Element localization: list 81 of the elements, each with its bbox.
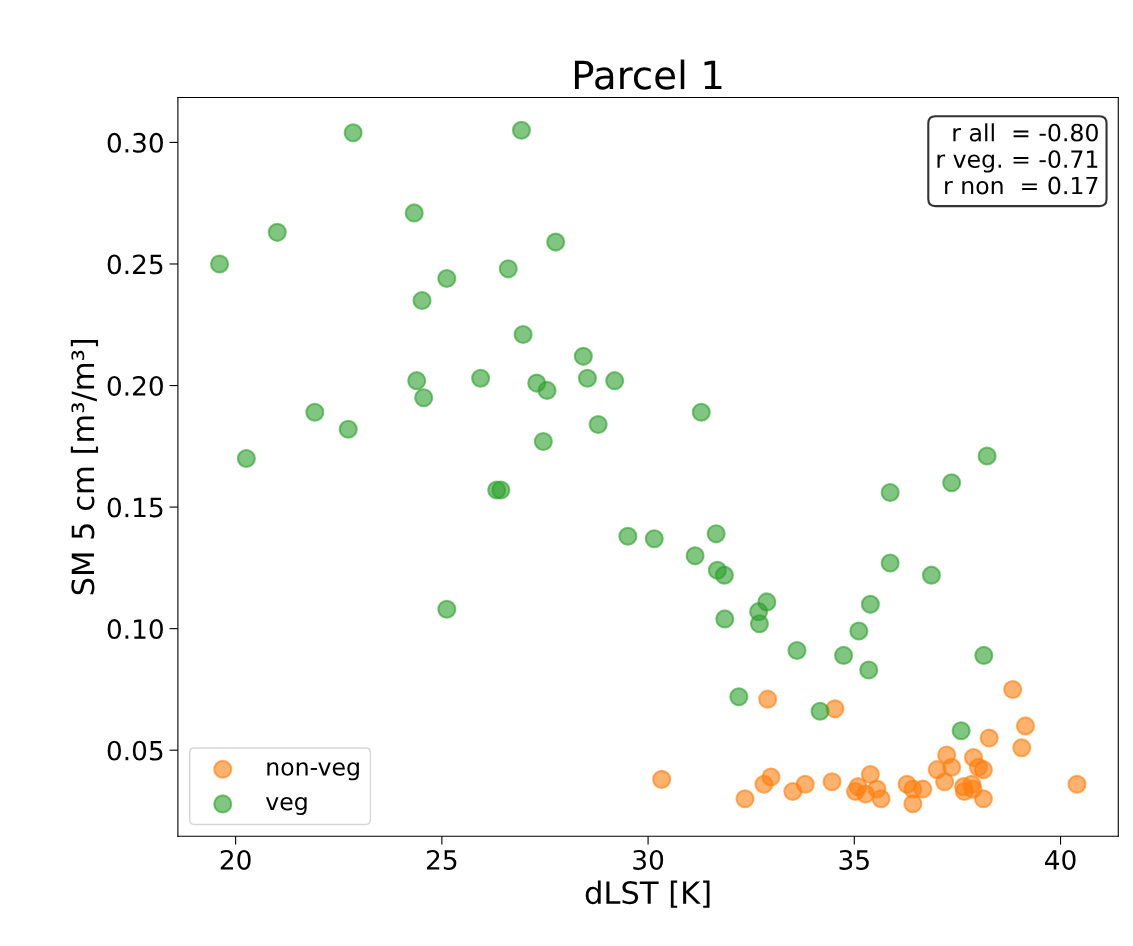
x-tick-label: 25 <box>426 849 457 870</box>
point <box>871 789 891 809</box>
point <box>404 203 424 223</box>
point <box>537 380 557 400</box>
point <box>977 446 997 466</box>
point <box>511 120 531 140</box>
point <box>783 781 803 802</box>
point <box>935 772 955 792</box>
point <box>588 414 608 434</box>
legend-label: non-veg <box>267 762 359 781</box>
x-tick-label: 35 <box>839 849 869 870</box>
point <box>810 701 830 721</box>
point <box>471 368 491 388</box>
x-tick-label: 40 <box>1045 849 1076 870</box>
point <box>513 324 533 345</box>
point <box>963 779 983 799</box>
point <box>305 402 325 422</box>
point <box>822 772 842 792</box>
point <box>1003 679 1023 699</box>
y-axis-title: SM 5 cm [m³/m³] <box>70 339 99 595</box>
point <box>577 368 597 388</box>
point <box>573 346 593 366</box>
chart-title: Parcel 1 <box>574 59 722 90</box>
point <box>706 524 726 544</box>
point <box>942 473 962 493</box>
point <box>979 728 999 748</box>
point <box>729 687 749 707</box>
annotation: r all = -0.80 r veg. = -0.71 r non = 0.17 <box>937 123 1098 195</box>
point <box>1015 716 1036 736</box>
y-tick-label: 0.25 <box>107 254 163 275</box>
point <box>880 553 900 573</box>
point <box>533 431 553 451</box>
y-tick-label: 0.30 <box>107 132 163 153</box>
point <box>338 419 358 439</box>
point <box>685 546 705 566</box>
y-tick-label: 0.10 <box>107 619 163 640</box>
point <box>903 794 923 814</box>
point <box>618 526 638 546</box>
x-tick-label: 20 <box>220 849 251 870</box>
point <box>942 757 962 777</box>
point <box>754 774 774 794</box>
point <box>860 764 880 785</box>
point <box>860 594 880 614</box>
point <box>921 565 941 585</box>
y-tick-label: 0.05 <box>107 740 163 761</box>
point <box>437 599 457 619</box>
point <box>691 402 711 422</box>
legend-label: veg <box>265 796 307 816</box>
point <box>546 232 566 252</box>
point <box>437 269 457 289</box>
point <box>407 371 427 391</box>
point <box>1067 774 1087 794</box>
point <box>951 721 971 741</box>
point <box>267 222 287 242</box>
point <box>236 448 256 469</box>
point <box>1012 738 1032 758</box>
point <box>834 645 854 665</box>
point <box>849 621 869 641</box>
point <box>735 789 755 809</box>
point <box>414 388 434 408</box>
point <box>758 689 778 709</box>
point <box>714 565 734 585</box>
y-tick-label: 0.20 <box>107 375 163 396</box>
point <box>787 640 807 661</box>
point <box>859 660 879 680</box>
x-axis-title: dLST [K] <box>585 880 710 908</box>
point <box>652 769 672 789</box>
point <box>605 371 625 391</box>
point <box>644 529 664 549</box>
point <box>209 254 230 274</box>
y-tick-label: 0.15 <box>107 497 163 518</box>
point <box>343 123 363 143</box>
x-tick-label: 30 <box>633 849 664 870</box>
point <box>498 259 518 279</box>
point <box>715 609 735 629</box>
point <box>880 482 900 503</box>
point <box>974 645 994 665</box>
point <box>973 760 993 780</box>
point <box>913 779 933 799</box>
point <box>412 290 432 310</box>
point <box>749 614 769 634</box>
